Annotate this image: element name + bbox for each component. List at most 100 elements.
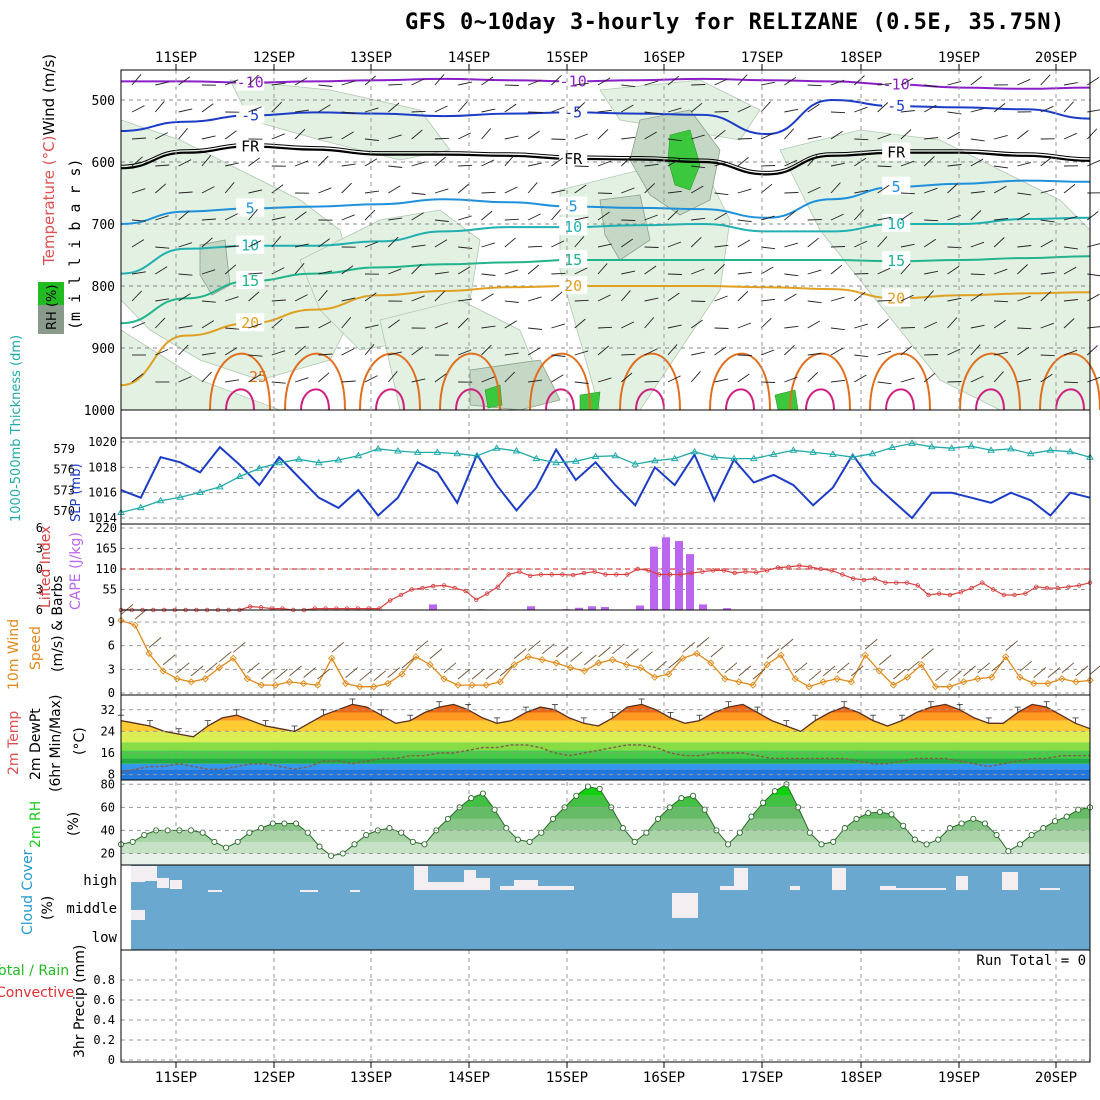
date-label-bottom: 15SEP bbox=[546, 1070, 588, 1086]
rh-marker bbox=[725, 841, 732, 848]
wind-barb bbox=[574, 184, 587, 194]
thickness-tick-label: 570 bbox=[53, 504, 75, 518]
wind-barb bbox=[155, 266, 168, 275]
wind-barb bbox=[947, 297, 962, 302]
surface-wind-barb bbox=[1075, 665, 1089, 677]
wind-barb bbox=[1040, 105, 1054, 113]
wind-speed-marker bbox=[1016, 673, 1024, 681]
thickness-marker bbox=[809, 448, 817, 455]
isotherm-label-bg bbox=[559, 71, 588, 90]
date-label-top: 13SEP bbox=[350, 50, 392, 66]
wind-barb bbox=[900, 211, 913, 221]
cloud-gap bbox=[672, 893, 684, 918]
isotherm-label: 15 bbox=[887, 252, 905, 270]
wind-barb bbox=[1040, 219, 1055, 223]
pressure-tick-label: 700 bbox=[92, 218, 115, 233]
thickness-marker bbox=[908, 439, 916, 446]
wind-barb bbox=[1040, 291, 1052, 302]
surface-wind-barb bbox=[738, 665, 752, 677]
wind-speed-marker bbox=[679, 654, 687, 662]
rh-band bbox=[121, 818, 1090, 831]
slp-tick-label: 1018 bbox=[88, 460, 117, 474]
isotherm-30 bbox=[455, 388, 485, 411]
wind-barb bbox=[1063, 381, 1079, 384]
wind-barb bbox=[271, 350, 286, 356]
wind-speed-marker bbox=[538, 656, 546, 664]
isotherm-label-bg bbox=[882, 96, 911, 115]
wind-barb bbox=[294, 263, 305, 275]
isotherm-15 bbox=[120, 255, 1091, 325]
li-marker bbox=[538, 572, 544, 577]
wind-barb bbox=[504, 320, 518, 329]
thickness-marker bbox=[947, 444, 956, 451]
wind-barb bbox=[224, 182, 235, 194]
wind-barb bbox=[481, 376, 495, 383]
wind-barb bbox=[714, 192, 729, 196]
wind-barb bbox=[737, 239, 751, 248]
wind-speed-marker bbox=[313, 681, 322, 689]
wind-barb bbox=[737, 219, 752, 223]
temp-tick-label: 32 bbox=[101, 703, 115, 717]
wind-barb bbox=[551, 138, 566, 140]
date-label-bottom: 16SEP bbox=[643, 1070, 685, 1086]
cloud-gap bbox=[452, 882, 466, 890]
li-marker bbox=[937, 591, 942, 596]
wind-barb bbox=[877, 267, 891, 275]
rh-marker bbox=[876, 808, 883, 816]
li-marker bbox=[657, 572, 662, 577]
wind-barb bbox=[224, 130, 237, 140]
wind-barb bbox=[481, 210, 493, 221]
wind-barb bbox=[201, 237, 213, 248]
rh-marker bbox=[293, 820, 300, 827]
wind-barb bbox=[690, 236, 702, 248]
wind-barb bbox=[551, 209, 561, 221]
cloud-ylabel-unit: (%) bbox=[40, 896, 56, 920]
wind-speed-marker bbox=[257, 681, 266, 689]
rh-marker bbox=[888, 811, 895, 818]
wind-ylabel-2: Speed bbox=[28, 626, 44, 670]
wind-barb bbox=[667, 75, 680, 86]
date-label-top: 16SEP bbox=[643, 50, 685, 66]
wind-barb bbox=[341, 182, 352, 194]
surface-wind-barb bbox=[556, 646, 569, 658]
wind-speed-line bbox=[120, 619, 1091, 688]
wind-barb bbox=[621, 270, 636, 275]
wind-barb bbox=[574, 216, 589, 221]
isotherm-25 bbox=[529, 352, 591, 411]
li-tick-label: 3 bbox=[36, 542, 43, 556]
li-marker bbox=[431, 583, 436, 589]
wind-speed-marker bbox=[749, 681, 757, 689]
cloud-gap bbox=[170, 880, 182, 889]
wind-barb bbox=[1040, 322, 1055, 329]
surface-wind-barb bbox=[457, 668, 471, 680]
wind-barb bbox=[970, 344, 981, 356]
rh-marker bbox=[760, 799, 767, 806]
surface-wind-barb bbox=[696, 637, 710, 648]
rh-marker bbox=[549, 815, 557, 822]
wind-barb bbox=[481, 242, 496, 248]
li-marker bbox=[743, 569, 748, 574]
wind-barb bbox=[201, 155, 212, 167]
wind-barb bbox=[691, 165, 706, 169]
wind-barb bbox=[527, 79, 542, 86]
cape-tick-label: 165 bbox=[95, 542, 117, 556]
wind-barb bbox=[364, 324, 379, 329]
wind-barb bbox=[131, 188, 146, 194]
wind-barb bbox=[364, 209, 376, 221]
rh-marker bbox=[514, 836, 521, 843]
date-label-top: 15SEP bbox=[546, 50, 588, 66]
wind-barb bbox=[481, 293, 494, 302]
rh-legend-swatch-gray bbox=[38, 305, 64, 334]
thickness-marker bbox=[196, 488, 204, 495]
wind-barb bbox=[830, 264, 843, 275]
surface-wind-barb bbox=[1089, 665, 1100, 675]
wind-barb bbox=[877, 83, 892, 86]
wind-barb bbox=[1017, 346, 1030, 356]
date-label-top: 19SEP bbox=[938, 50, 980, 66]
wind-barb bbox=[225, 296, 239, 302]
wind-barb bbox=[597, 128, 609, 140]
rh-marker bbox=[643, 829, 650, 836]
wind-barb bbox=[947, 317, 958, 329]
date-label-bottom: 18SEP bbox=[840, 1070, 882, 1086]
